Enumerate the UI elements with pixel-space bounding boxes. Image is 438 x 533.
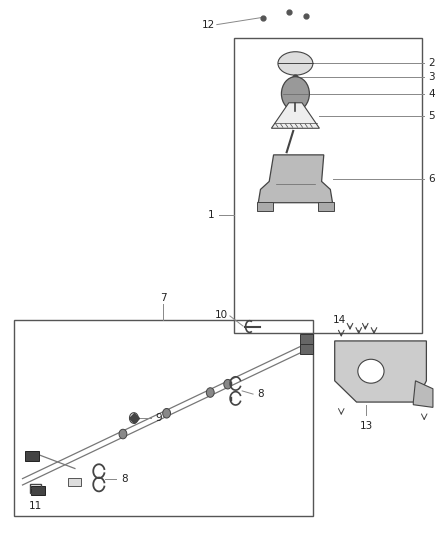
Bar <box>25 451 39 461</box>
Text: 14: 14 <box>332 314 346 325</box>
Text: 5: 5 <box>428 110 435 120</box>
Text: 13: 13 <box>360 421 373 431</box>
Circle shape <box>224 379 232 389</box>
Text: 9: 9 <box>155 413 162 423</box>
Ellipse shape <box>278 52 313 75</box>
Bar <box>31 486 45 495</box>
Circle shape <box>119 429 127 439</box>
Circle shape <box>206 387 214 397</box>
Text: 2: 2 <box>428 59 435 68</box>
Bar <box>30 484 41 493</box>
Bar <box>300 344 313 354</box>
Text: 12: 12 <box>201 20 215 30</box>
Text: 10: 10 <box>215 310 228 320</box>
Circle shape <box>282 77 309 111</box>
Bar <box>234 38 422 333</box>
Polygon shape <box>413 381 433 407</box>
Polygon shape <box>258 155 332 203</box>
Polygon shape <box>335 341 426 402</box>
Circle shape <box>162 408 170 418</box>
Text: 7: 7 <box>160 293 166 303</box>
Bar <box>318 202 334 211</box>
Text: 8: 8 <box>258 389 264 399</box>
Text: 8: 8 <box>121 474 127 484</box>
Text: 3: 3 <box>428 72 435 82</box>
Polygon shape <box>272 103 319 128</box>
Text: 6: 6 <box>428 174 435 184</box>
Text: 4: 4 <box>428 88 435 99</box>
Bar <box>300 334 313 345</box>
Text: 11: 11 <box>29 502 42 512</box>
Ellipse shape <box>358 359 384 383</box>
Bar <box>257 202 273 211</box>
Text: 1: 1 <box>208 210 215 220</box>
Bar <box>68 478 81 486</box>
Bar <box>14 320 313 516</box>
